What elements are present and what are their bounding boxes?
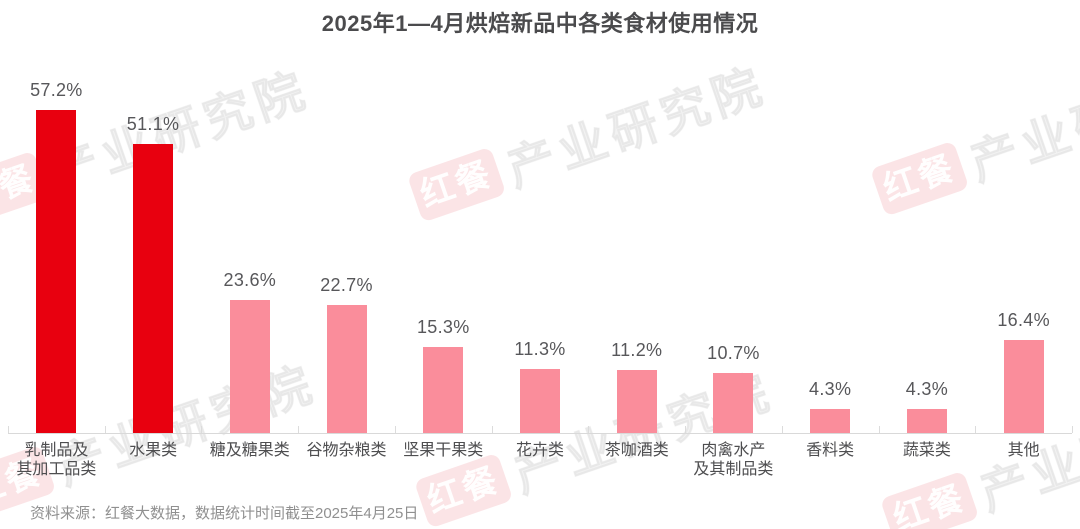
bar-column: 4.3% bbox=[879, 379, 976, 433]
value-label: 22.7% bbox=[320, 275, 373, 295]
axis-tick bbox=[685, 426, 687, 433]
value-label: 51.1% bbox=[126, 114, 180, 134]
bar-column: 22.7% bbox=[298, 275, 395, 433]
bar-column: 10.7% bbox=[685, 343, 782, 433]
bar bbox=[326, 305, 367, 433]
value-label: 15.3% bbox=[416, 317, 470, 337]
category-label: 谷物杂粮类 bbox=[306, 442, 387, 459]
axis-tick bbox=[975, 426, 977, 433]
bar-column: 4.3% bbox=[782, 379, 879, 433]
axis-tick bbox=[491, 426, 493, 433]
bar-column: 11.3% bbox=[492, 339, 589, 433]
category-label: 水果类 bbox=[129, 442, 178, 459]
value-label: 16.4% bbox=[997, 310, 1050, 330]
axis-tick bbox=[8, 426, 9, 433]
axis-tick bbox=[104, 426, 106, 433]
bar-column: 15.3% bbox=[395, 317, 492, 433]
category-label: 蔬菜类 bbox=[902, 442, 951, 459]
axis-tick bbox=[588, 426, 590, 433]
axis-tick bbox=[781, 426, 783, 433]
category-label: 香料类 bbox=[806, 442, 855, 459]
bar bbox=[36, 110, 77, 433]
value-label: 23.6% bbox=[223, 270, 277, 290]
category-label: 糖及糖果类 bbox=[209, 442, 290, 459]
bar bbox=[906, 409, 947, 433]
bar bbox=[229, 300, 270, 433]
bar bbox=[133, 144, 174, 433]
axis-tick bbox=[201, 426, 203, 433]
category-label: 肉禽水产 及其制品类 bbox=[693, 442, 774, 478]
category-label: 其他 bbox=[1007, 442, 1040, 459]
bar-plot-area: 57.2% 51.1% 23.6% 22.7% 15.3% 11.3% 11.2% 10.7%… bbox=[8, 80, 1072, 433]
x-axis-line bbox=[8, 433, 1072, 434]
value-label: 57.2% bbox=[30, 80, 83, 100]
axis-tick bbox=[394, 426, 396, 433]
bar-column: 57.2% bbox=[8, 80, 105, 433]
bar bbox=[810, 409, 851, 433]
category-label: 坚果干果类 bbox=[403, 442, 484, 459]
value-label: 4.3% bbox=[809, 379, 852, 399]
bar bbox=[1003, 340, 1044, 433]
bar bbox=[519, 369, 560, 433]
axis-tick bbox=[1072, 426, 1073, 433]
bar-column: 51.1% bbox=[105, 114, 202, 433]
value-label: 4.3% bbox=[905, 379, 948, 399]
axis-tick bbox=[298, 426, 300, 433]
bar-column: 11.2% bbox=[588, 340, 685, 433]
category-axis-labels: 乳制品及 其加工品类 水果类 糖及糖果类 谷物杂粮类 坚果干果类 花卉类 茶咖酒类 肉禽水产 … bbox=[0, 441, 1080, 485]
chart-title: 2025年1—4月烘焙新品中各类食材使用情况 bbox=[321, 11, 759, 36]
bar-column: 23.6% bbox=[201, 270, 298, 433]
value-label: 11.2% bbox=[611, 340, 663, 360]
axis-tick bbox=[878, 426, 880, 433]
category-label: 乳制品及 其加工品类 bbox=[16, 442, 97, 478]
bar-column: 16.4% bbox=[975, 310, 1072, 433]
value-label: 11.3% bbox=[514, 339, 566, 359]
bar bbox=[423, 347, 464, 433]
category-label: 茶咖酒类 bbox=[604, 442, 669, 459]
source-note: 资料来源：红餐大数据，数据统计时间截至2025年4月25日 bbox=[30, 505, 419, 522]
value-label: 10.7% bbox=[707, 343, 760, 363]
category-label: 花卉类 bbox=[515, 442, 564, 459]
bar bbox=[713, 373, 754, 433]
bar bbox=[616, 370, 657, 433]
